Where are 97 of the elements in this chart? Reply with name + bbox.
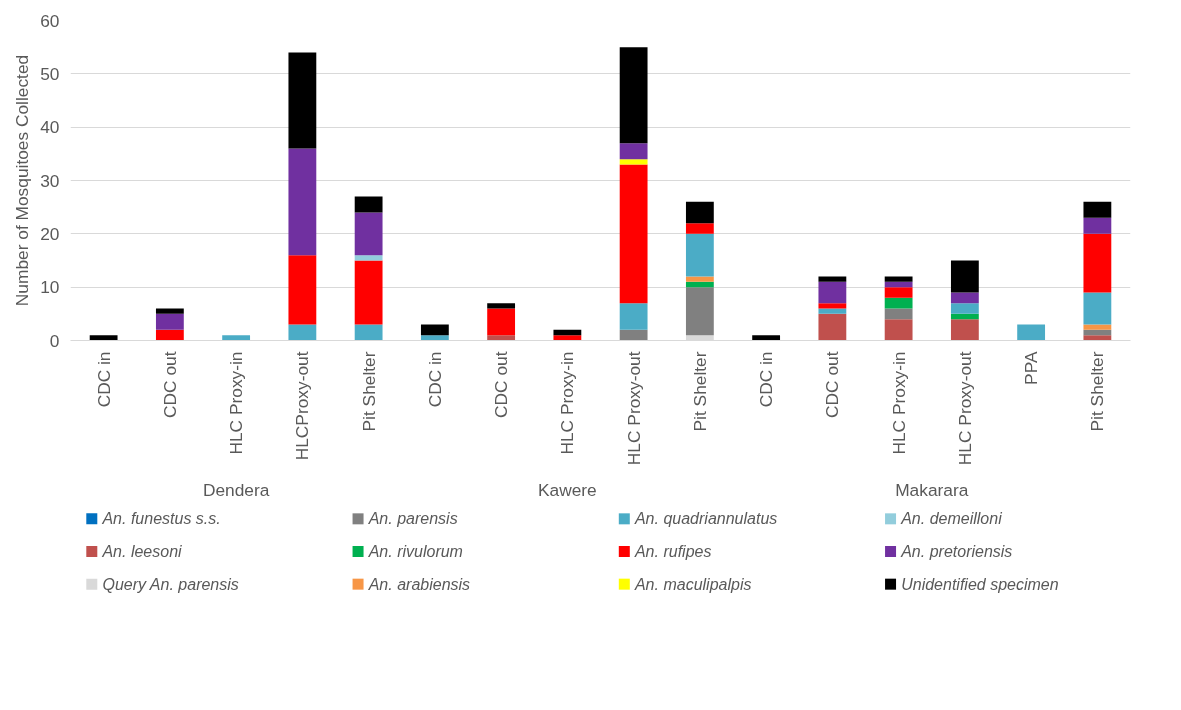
x-tick-label: CDC out — [159, 351, 180, 418]
legend-label: Unidentified specimen — [901, 575, 1059, 593]
bar — [685, 281, 714, 288]
bar — [950, 319, 979, 341]
legend-label: An. funestus s.s. — [101, 510, 221, 528]
legend-label: An. maculipalpis — [633, 575, 752, 593]
bar — [155, 329, 184, 341]
x-tick-label: HLC Proxy-out — [623, 351, 644, 466]
legend-label: An. arabiensis — [367, 575, 471, 593]
y-tick-label: 60 — [40, 10, 60, 31]
y-tick-label: 30 — [40, 170, 60, 191]
bar — [1083, 233, 1112, 293]
bar — [1083, 217, 1112, 234]
bar — [619, 329, 648, 341]
bar — [288, 52, 317, 149]
bar — [818, 313, 847, 341]
bar — [685, 223, 714, 234]
x-tick-label: CDC out — [822, 351, 843, 418]
bar — [818, 308, 847, 314]
legend-label: An. demeilloni — [900, 510, 1003, 528]
bar — [1083, 201, 1112, 218]
bar — [222, 335, 251, 341]
bar — [884, 308, 913, 320]
text: Dendera — [202, 479, 270, 500]
y-tick-label: 20 — [40, 223, 60, 244]
bar — [619, 159, 648, 165]
bar — [818, 303, 847, 309]
bar — [1083, 324, 1112, 330]
bar — [420, 335, 449, 341]
bar — [1017, 324, 1046, 341]
bar — [685, 276, 714, 282]
legend-label: An. quadriannulatus — [633, 510, 778, 528]
legend-label: An. rivulorum — [367, 543, 463, 560]
bar — [288, 255, 317, 325]
bar — [619, 303, 648, 330]
bar — [487, 335, 516, 341]
x-tick-label: Pit Shelter — [358, 351, 379, 432]
x-tick-label: HLC Proxy-in — [557, 351, 578, 455]
bar — [884, 276, 913, 282]
bar — [685, 201, 714, 224]
y-tick-label: 40 — [40, 117, 60, 138]
bar — [752, 335, 781, 341]
bar — [950, 292, 979, 304]
bar — [884, 287, 913, 298]
bar — [884, 319, 913, 341]
bar — [884, 281, 913, 288]
bar — [1083, 329, 1112, 336]
x-tick-label: CDC in — [756, 351, 777, 408]
bar — [354, 255, 383, 261]
bar — [950, 260, 979, 293]
x-tick-label: Pit Shelter — [1087, 351, 1108, 432]
legend-label: An. parensis — [367, 510, 458, 528]
legend-label: An. rufipes — [633, 543, 712, 560]
bar — [354, 324, 383, 341]
bar — [553, 335, 582, 341]
bar — [1083, 292, 1112, 325]
x-tick-label: HLC Proxy-in — [226, 351, 247, 455]
bar — [354, 260, 383, 325]
x-tick-label: PPA — [1021, 351, 1042, 385]
bar — [420, 324, 449, 336]
bar — [155, 308, 184, 314]
bar — [89, 335, 118, 341]
x-tick-label: Pit Shelter — [689, 351, 710, 432]
bar — [619, 47, 648, 144]
bar — [950, 303, 979, 314]
bar — [155, 313, 184, 330]
text: Makarara — [895, 479, 969, 500]
bar — [487, 308, 516, 336]
bar — [553, 329, 582, 336]
x-tick-label: HLC Proxy-in — [888, 351, 909, 455]
bar — [685, 287, 714, 336]
text: Kawere — [538, 479, 597, 500]
bar — [950, 313, 979, 320]
bar — [354, 212, 383, 256]
y-axis-title: Number of Mosquitoes Collected — [12, 54, 33, 307]
x-tick-label: CDC out — [491, 351, 512, 418]
x-tick-label: CDC in — [424, 351, 445, 408]
x-tick-label: HLC Proxy-out — [954, 351, 975, 466]
legend-label: An. pretoriensis — [900, 543, 1013, 560]
bar — [288, 148, 317, 256]
bar — [288, 324, 317, 341]
x-tick-label: HLCProxy-out — [292, 351, 313, 461]
bar — [818, 276, 847, 282]
bar — [685, 233, 714, 277]
y-tick-label: 0 — [49, 330, 60, 351]
bar — [619, 164, 648, 304]
bar — [487, 303, 516, 309]
bar — [1083, 335, 1112, 341]
y-tick-label: 50 — [40, 63, 60, 84]
bar — [818, 281, 847, 304]
y-tick-label: 10 — [40, 277, 60, 298]
legend-label: Query An. parensis — [102, 575, 239, 593]
bar — [354, 196, 383, 213]
bar — [619, 143, 648, 160]
bar — [884, 297, 913, 309]
x-tick-label: CDC in — [93, 351, 114, 408]
legend-label: An. leesoni — [101, 543, 183, 560]
